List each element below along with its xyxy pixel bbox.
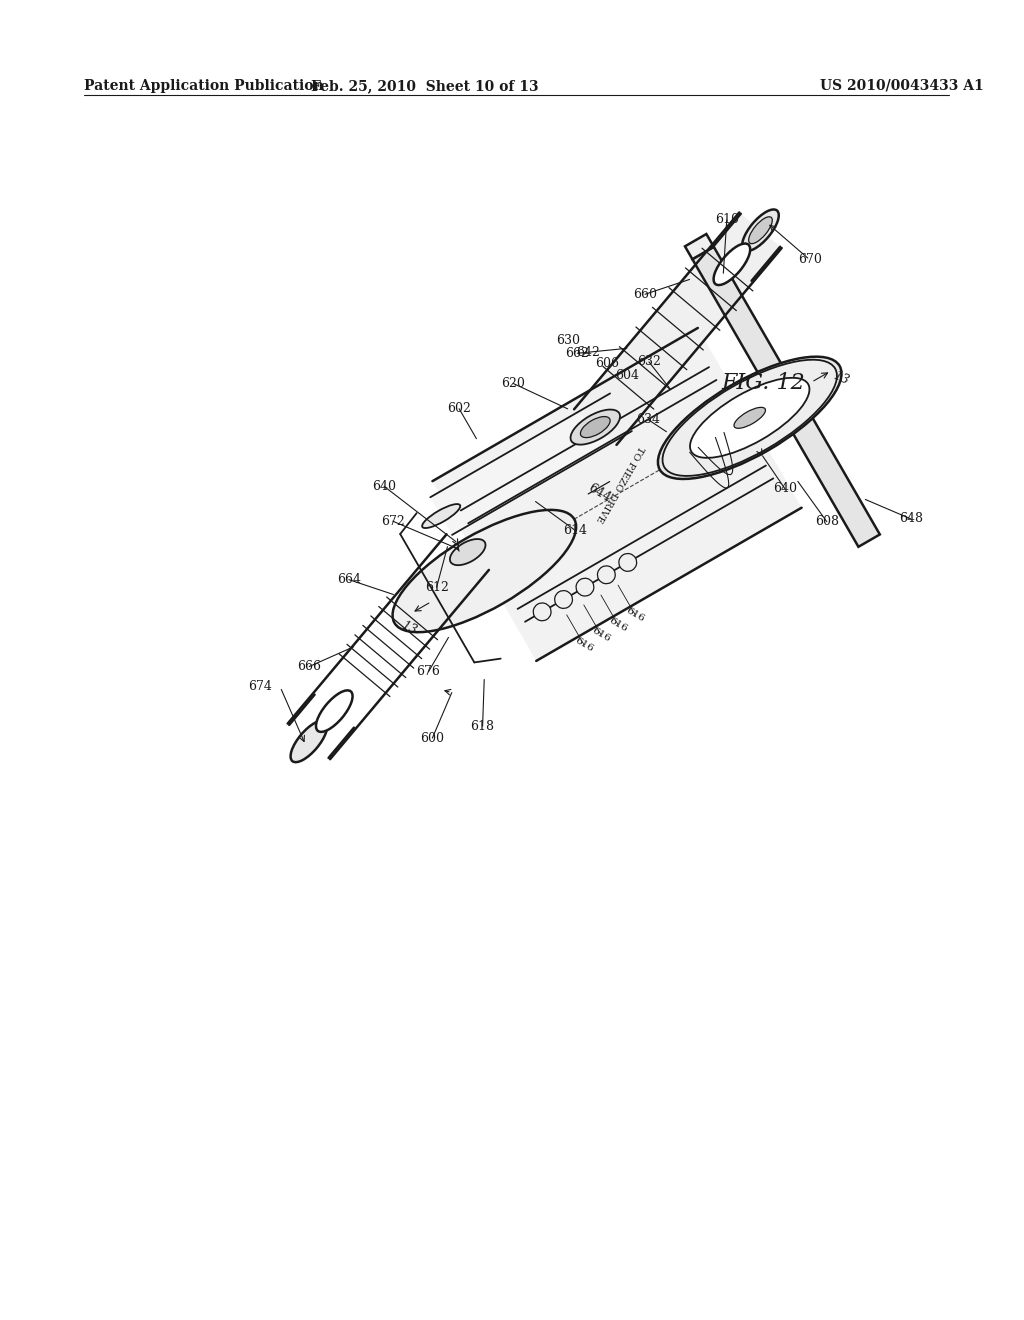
Polygon shape [430, 393, 632, 535]
Text: 634: 634 [636, 413, 659, 426]
Ellipse shape [714, 243, 751, 285]
Text: 648: 648 [899, 512, 923, 525]
Text: 608: 608 [815, 515, 839, 528]
Ellipse shape [316, 690, 352, 731]
Text: 604: 604 [615, 370, 639, 383]
Ellipse shape [577, 578, 594, 597]
Ellipse shape [734, 408, 766, 428]
Text: 606: 606 [596, 358, 620, 371]
Ellipse shape [749, 216, 772, 244]
Text: 644: 644 [586, 482, 613, 506]
Text: 630: 630 [556, 334, 580, 347]
Text: 632: 632 [637, 355, 660, 368]
Polygon shape [692, 247, 880, 546]
Ellipse shape [663, 360, 837, 477]
Text: FIG. 12: FIG. 12 [722, 372, 805, 395]
Text: Patent Application Publication: Patent Application Publication [84, 79, 324, 92]
Text: Feb. 25, 2010  Sheet 10 of 13: Feb. 25, 2010 Sheet 10 of 13 [311, 79, 539, 92]
Ellipse shape [570, 409, 621, 445]
Text: 672: 672 [381, 515, 404, 528]
Text: 614: 614 [563, 524, 587, 537]
Ellipse shape [555, 590, 572, 609]
Text: 642: 642 [575, 346, 600, 359]
Text: 612: 612 [425, 581, 449, 594]
Text: 13: 13 [399, 619, 419, 638]
Text: US 2010/0043433 A1: US 2010/0043433 A1 [820, 79, 984, 92]
Text: 640: 640 [372, 479, 396, 492]
Text: 666: 666 [297, 660, 322, 673]
Text: 640: 640 [773, 482, 797, 495]
Text: 600: 600 [421, 731, 444, 744]
Text: 602: 602 [447, 403, 471, 416]
Text: 664: 664 [337, 573, 360, 586]
Text: TO PIEZO DRIVE: TO PIEZO DRIVE [594, 445, 645, 524]
Text: 660: 660 [633, 288, 657, 301]
Ellipse shape [392, 510, 577, 632]
Text: 662: 662 [565, 347, 589, 360]
Ellipse shape [597, 566, 615, 583]
Ellipse shape [742, 210, 779, 251]
Text: 616: 616 [590, 626, 612, 644]
Text: 620: 620 [501, 376, 525, 389]
Ellipse shape [657, 356, 842, 479]
Text: 676: 676 [417, 665, 440, 678]
Text: 616: 616 [573, 636, 595, 653]
Polygon shape [685, 234, 714, 259]
Ellipse shape [450, 539, 485, 565]
Ellipse shape [534, 603, 551, 620]
Text: 670: 670 [798, 253, 822, 267]
Polygon shape [574, 213, 781, 445]
Text: 674: 674 [249, 680, 272, 693]
Ellipse shape [618, 553, 637, 572]
Text: 13: 13 [831, 370, 851, 388]
Text: 616: 616 [625, 606, 646, 624]
Ellipse shape [422, 504, 460, 528]
Ellipse shape [690, 378, 809, 458]
Ellipse shape [581, 417, 610, 438]
Ellipse shape [291, 721, 328, 762]
Text: 610: 610 [715, 214, 738, 227]
Polygon shape [432, 327, 802, 661]
Text: 616: 616 [607, 616, 629, 634]
Text: 618: 618 [471, 719, 495, 733]
